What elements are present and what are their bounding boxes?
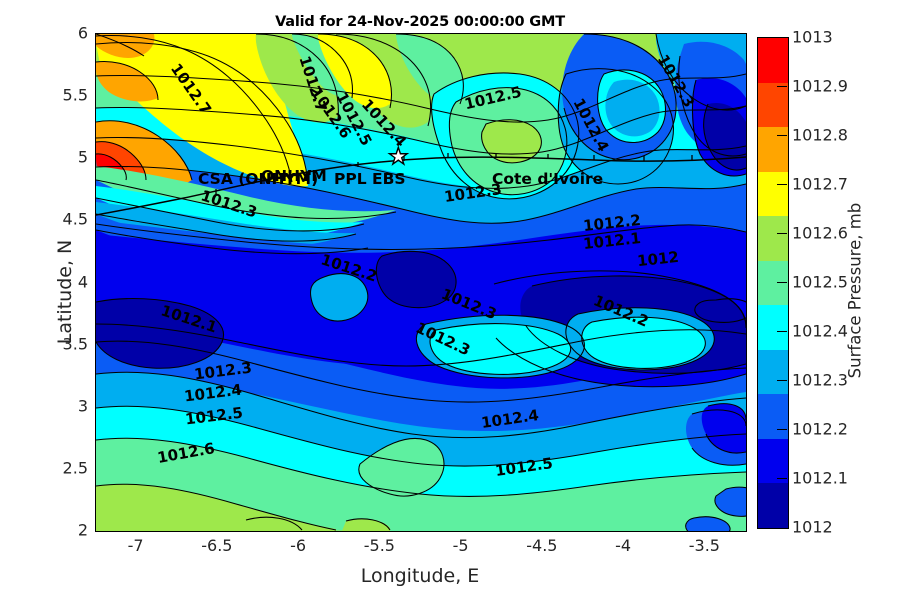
colorbar-tick-label: 1012 xyxy=(792,517,833,537)
x-tick-label: -6.5 xyxy=(201,536,233,555)
colorbar-tick-mark xyxy=(777,282,787,283)
y-tick-label: 3 xyxy=(77,396,88,416)
colorbar-segment xyxy=(758,171,788,217)
colorbar-tick-mark xyxy=(777,135,787,136)
colorbar-segment xyxy=(758,38,788,83)
contour-map-plot-area[interactable]: 1012.7 1012.7 1012.6 1012.5 1012.4 1012.5 1012… xyxy=(95,33,747,532)
colorbar-segment xyxy=(758,483,788,529)
colorbar-tick-mark xyxy=(777,233,787,234)
colorbar-tick-mark xyxy=(777,429,787,430)
colorbar-tick-mark xyxy=(777,331,787,332)
y-tick-label: 2 xyxy=(77,520,88,540)
colorbar-segment xyxy=(758,305,788,350)
colorbar-tick-mark xyxy=(777,478,787,479)
x-tick-label: -5.5 xyxy=(363,536,395,555)
colorbar-tick-label: 1012.4 xyxy=(792,321,848,341)
colorbar-segment xyxy=(758,394,788,439)
colorbar-tick-label: 1012.3 xyxy=(792,370,848,390)
colorbar-segment xyxy=(758,438,788,484)
y-tick-label: 3.5 xyxy=(62,334,88,354)
colorbar-label: Surface Pressure, mb xyxy=(845,202,865,379)
colorbar-segment xyxy=(758,82,788,128)
colorbar-segment xyxy=(758,349,788,395)
y-axis-tick-labels: 6 5.5 5 4.5 4 3.5 3 2.5 2 xyxy=(38,0,88,600)
colorbar-tick-label: 1012.8 xyxy=(792,125,848,145)
colorbar-tick-label: 1012.6 xyxy=(792,223,848,243)
colorbar-tick-label: 1012.1 xyxy=(792,468,848,488)
colorbar-segment xyxy=(758,127,788,172)
colorbar-tick-label: 1012.5 xyxy=(792,272,848,292)
colorbar-tick-mark xyxy=(777,86,787,87)
colorbar-segment xyxy=(758,216,788,261)
chart-title: Valid for 24-Nov-2025 00:00:00 GMT xyxy=(275,14,565,30)
colorbar-tick-mark xyxy=(777,184,787,185)
x-tick-label: -4 xyxy=(615,536,632,555)
y-tick-label: 5 xyxy=(77,147,88,167)
colorbar-tick-label: 1012.2 xyxy=(792,419,848,439)
x-tick-label: -5 xyxy=(452,536,469,555)
colorbar-tick-label: 1012.9 xyxy=(792,76,848,96)
coastline-ticks xyxy=(215,153,693,194)
y-tick-label: 4.5 xyxy=(62,209,88,229)
x-tick-label: -3.5 xyxy=(688,536,720,555)
y-tick-label: 2.5 xyxy=(62,458,88,478)
coastline xyxy=(96,156,746,216)
x-axis-label: Longitude, E xyxy=(360,565,480,587)
y-tick-label: 4 xyxy=(77,272,88,291)
x-tick-label: -6 xyxy=(290,536,307,555)
colorbar-segment xyxy=(758,260,788,306)
colorbar[interactable] xyxy=(757,37,789,529)
x-tick-label: -7 xyxy=(127,536,144,555)
pressure-contour-field xyxy=(96,34,746,531)
x-tick-label: -4.5 xyxy=(526,536,558,555)
y-tick-label: 6 xyxy=(77,23,88,43)
y-tick-label: 5.5 xyxy=(62,85,88,105)
colorbar-tick-label: 1013 xyxy=(792,27,833,47)
y-axis-label: Latitude, N xyxy=(54,239,76,345)
colorbar-tick-mark xyxy=(777,380,787,381)
colorbar-tick-label: 1012.7 xyxy=(792,174,848,194)
